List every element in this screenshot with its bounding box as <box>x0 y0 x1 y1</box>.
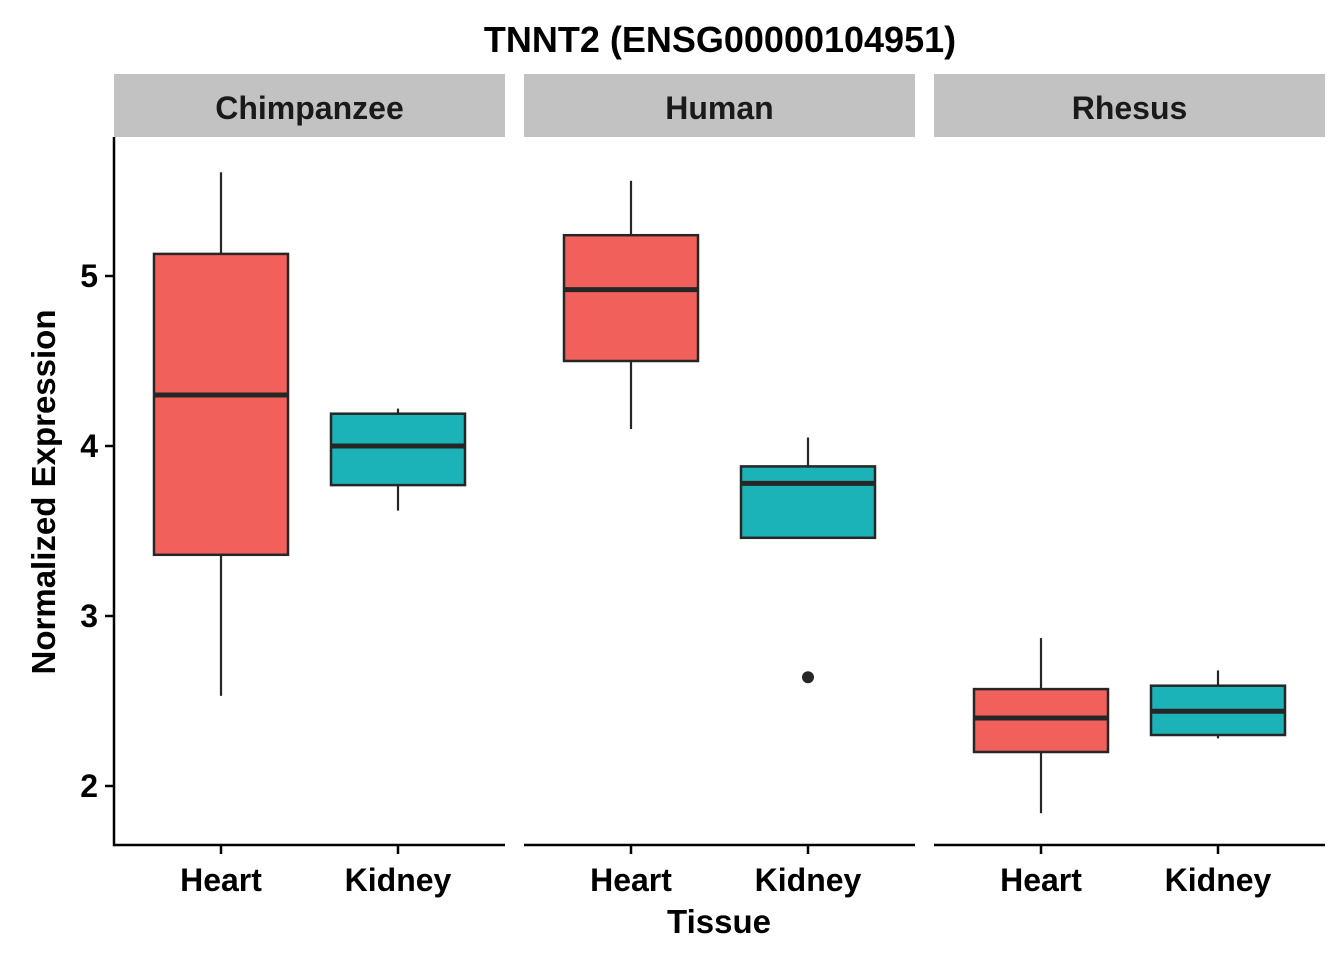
x-tick-label: Kidney <box>345 862 452 898</box>
y-tick-label: 2 <box>80 768 98 804</box>
facet-panel-human: Human Heart Kidney <box>524 74 915 898</box>
strip-label: Human <box>665 90 773 126</box>
x-tick-label: Heart <box>1000 862 1082 898</box>
facet-panel-rhesus: Rhesus Heart Kidney <box>934 74 1325 898</box>
strip-label: Chimpanzee <box>215 90 403 126</box>
y-axis-title: Normalized Expression <box>25 310 62 675</box>
x-tick-label: Heart <box>180 862 262 898</box>
outlier-point <box>802 671 814 684</box>
box-kidney <box>329 408 467 511</box>
y-tick-label: 3 <box>80 598 98 634</box>
y-tick-label: 5 <box>80 258 98 294</box>
chart-title: TNNT2 (ENSG00000104951) <box>484 19 956 60</box>
box-body <box>972 687 1110 754</box>
strip-label: Rhesus <box>1072 90 1188 126</box>
y-tick-label: 4 <box>80 428 98 464</box>
x-tick-label: Kidney <box>755 862 862 898</box>
box-heart <box>562 180 700 429</box>
x-axis-title: Tissue <box>667 903 771 940</box>
box-body <box>739 465 877 540</box>
box-body <box>329 412 467 487</box>
strip-background <box>934 74 1325 137</box>
x-tick-label: Kidney <box>1165 862 1272 898</box>
y-axis: 2 3 4 5 <box>80 137 116 847</box>
box-heart <box>152 172 290 696</box>
box-body <box>562 233 700 363</box>
strip-background <box>114 74 505 137</box>
strip-background <box>524 74 915 137</box>
x-tick-label: Heart <box>590 862 672 898</box>
box-kidney <box>1149 670 1287 739</box>
box-body <box>152 252 290 557</box>
facet-panel-chimpanzee: Chimpanzee Heart Kidney <box>114 74 505 898</box>
box-kidney <box>739 437 877 684</box>
box-heart <box>972 638 1110 814</box>
